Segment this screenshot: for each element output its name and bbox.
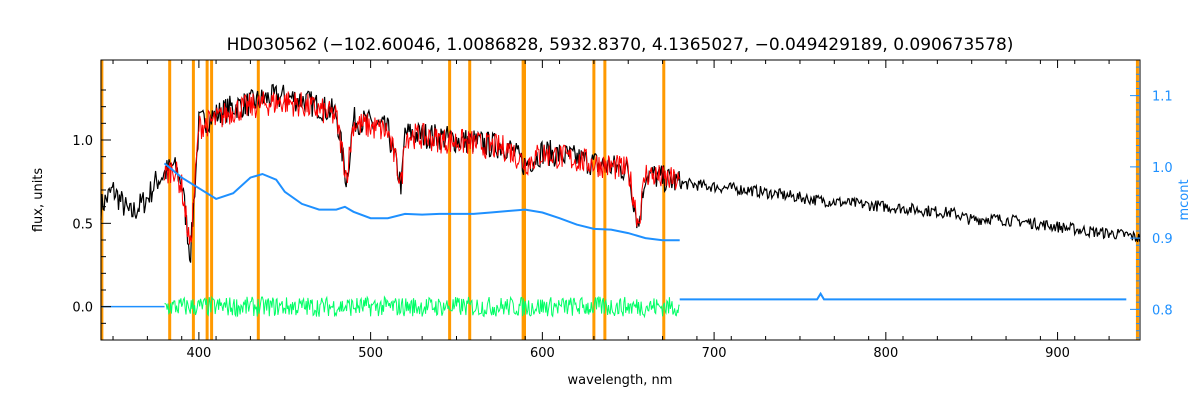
x-tick-label-3: 700	[702, 346, 727, 361]
mask-lines	[100, 60, 1139, 340]
x-tick-label-1: 500	[358, 346, 383, 361]
chart-title: HD030562 (−102.60046, 1.0086828, 5932.83…	[227, 35, 1014, 55]
series-mcont-line	[163, 162, 680, 242]
x-tick-label-5: 900	[1045, 346, 1070, 361]
y2-tick-label-3: 1.1	[1152, 90, 1173, 105]
series-mcont_continuation-line	[679, 291, 1127, 301]
y2-axis: 0.8 0.9 1.0 1.1	[1130, 66, 1173, 339]
x-axis-label: wavelength, nm	[568, 373, 673, 388]
x-axis: 400 500 600 700 800 900	[112, 60, 1110, 361]
y-tick-label-1: 0.5	[72, 217, 93, 232]
x-tick-label-2: 600	[530, 346, 555, 361]
y2-tick-label-1: 0.9	[1152, 232, 1173, 247]
y2-axis-label: mcont	[1177, 179, 1192, 220]
y2-tick-label-0: 0.8	[1152, 303, 1173, 318]
series-layer	[100, 83, 1141, 319]
y-tick-label-0: 0.0	[72, 301, 93, 316]
y2-tick-label-2: 1.0	[1152, 161, 1173, 176]
series-residuals-line	[164, 295, 680, 319]
x-tick-label-0: 400	[186, 346, 211, 361]
y-axis-label: flux, units	[31, 168, 46, 233]
series-model-line	[164, 91, 681, 245]
x-tick-label-4: 800	[873, 346, 898, 361]
y-axis: 0.0 0.5 1.0	[72, 89, 111, 324]
y-tick-label-2: 1.0	[72, 134, 93, 149]
plot-frame	[100, 59, 1141, 341]
